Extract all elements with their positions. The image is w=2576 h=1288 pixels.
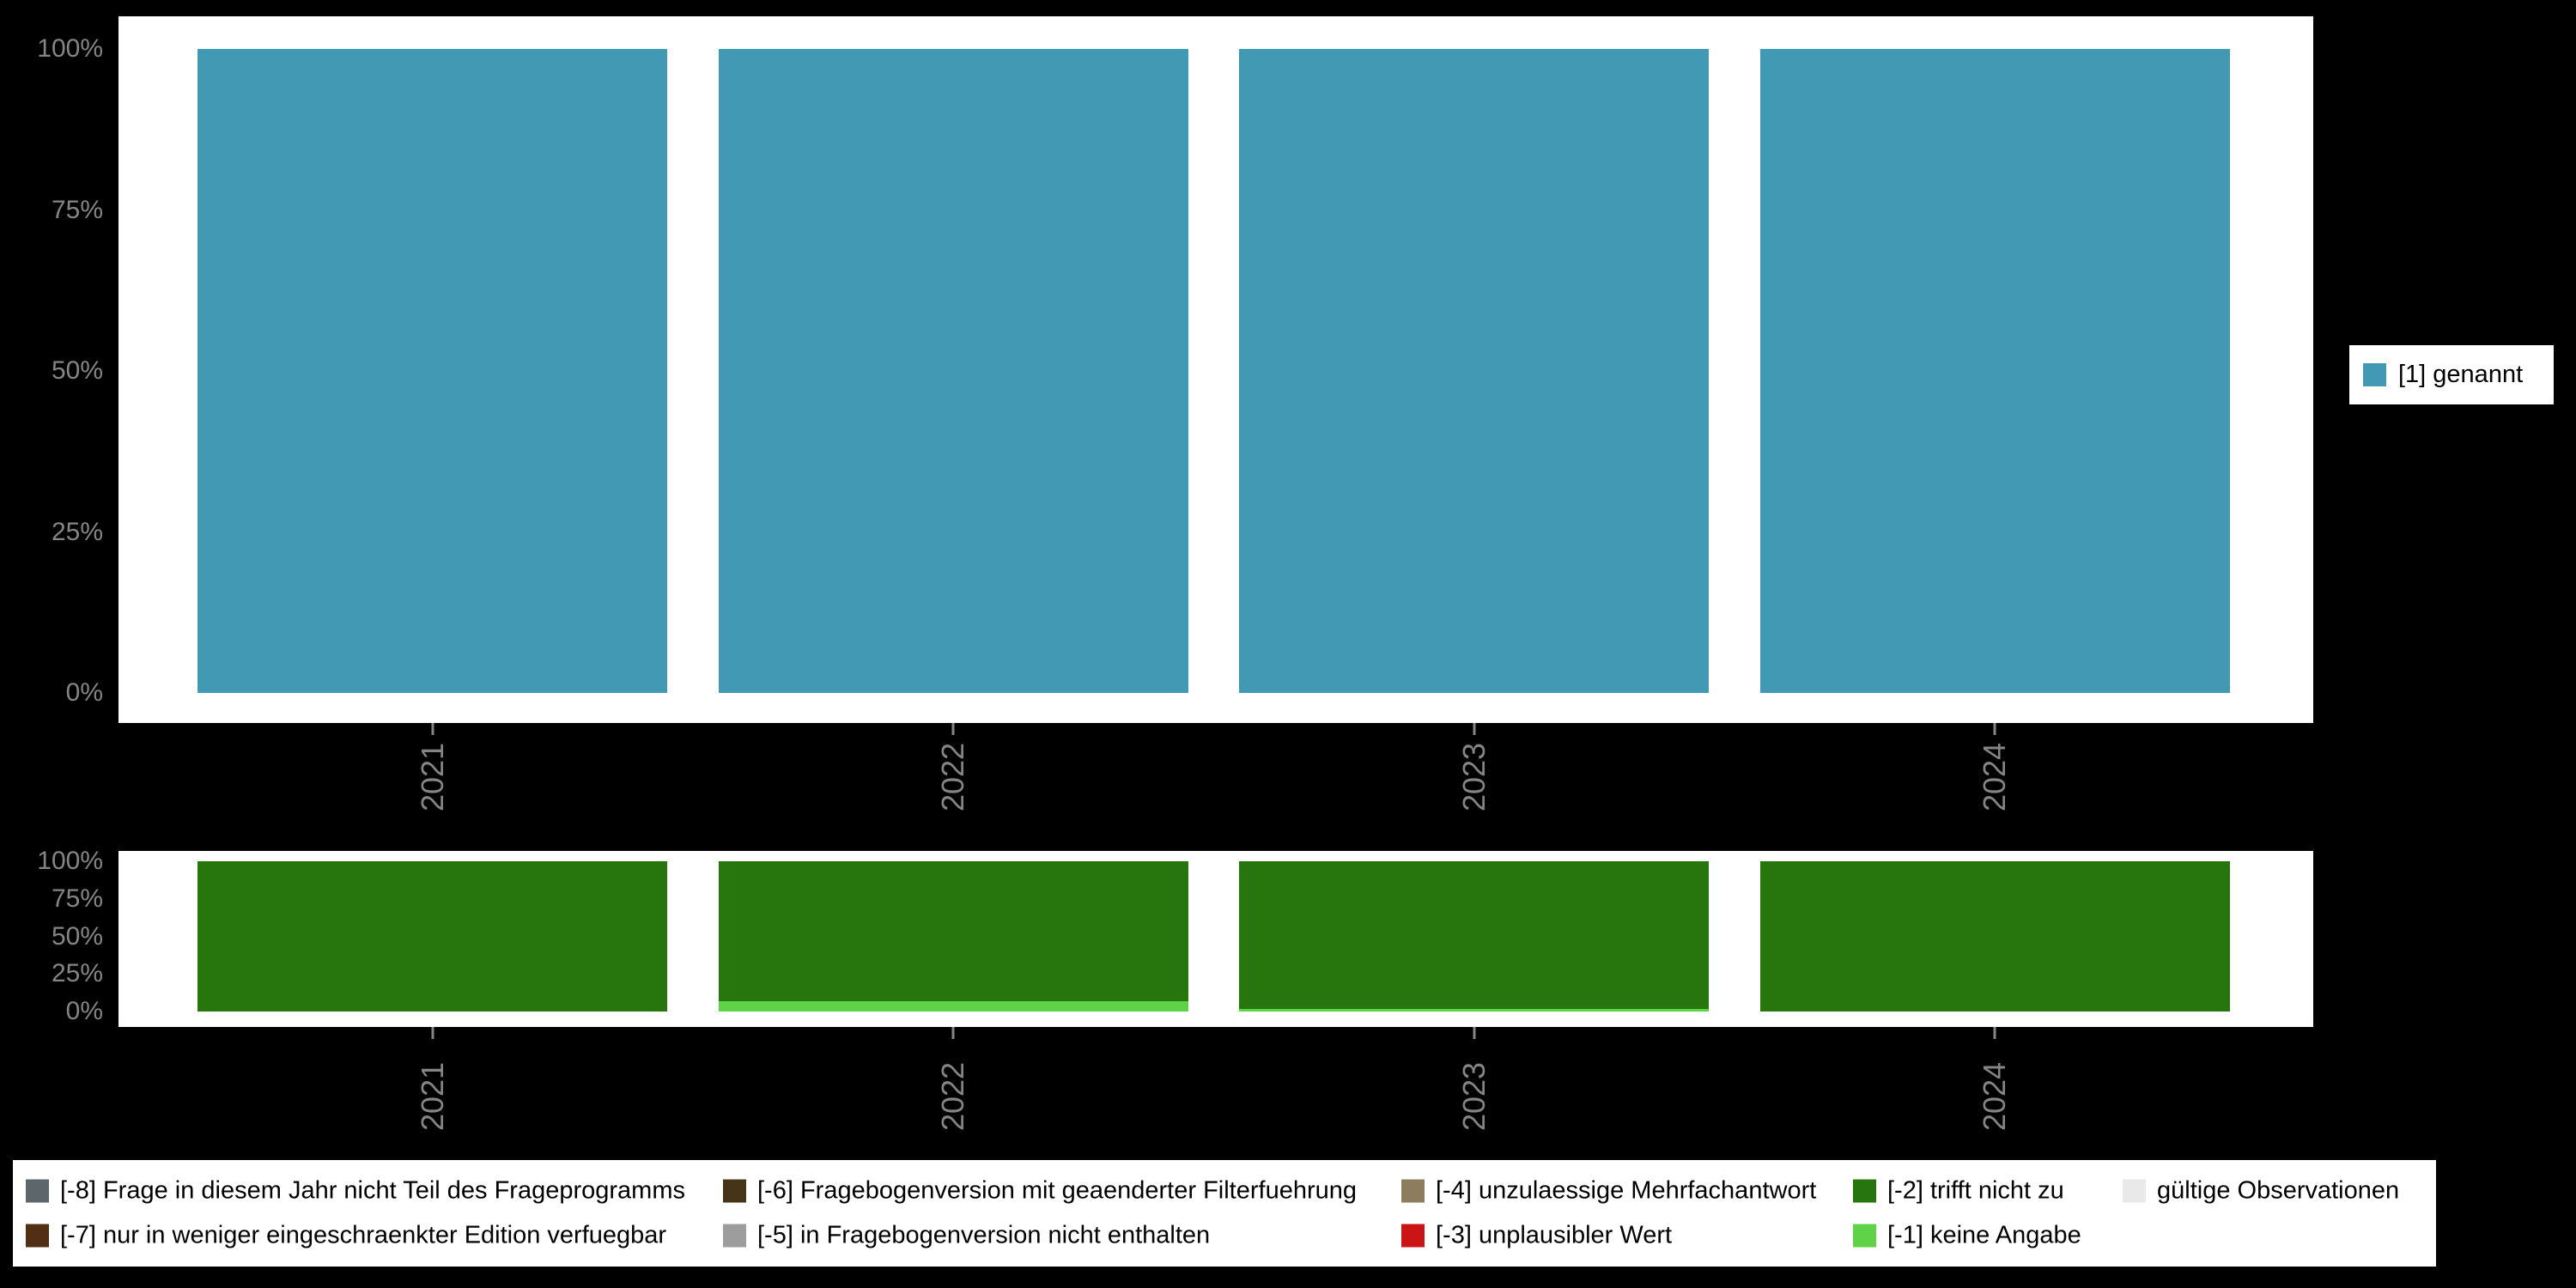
legend-label--1: [-1] keine Angabe: [1887, 1221, 2081, 1249]
bar-2023-[-2] trifft nicht zu: [1239, 861, 1709, 1009]
top-x-tick-2021: [431, 723, 434, 735]
top-chart-legend: [1] genannt: [2349, 345, 2554, 404]
legend-label-valid: gültige Observationen: [2157, 1176, 2400, 1205]
legend-label--6: [-6] Fragebogenversion mit geaenderter F…: [757, 1176, 1357, 1205]
legend-swatch--6: [723, 1179, 746, 1203]
top-y-tick-0%: 0%: [65, 678, 103, 707]
legend-item-valid: gültige Observationen: [2123, 1177, 2399, 1206]
top-chart-panel: [118, 16, 2313, 723]
legend-item--3: [-3] unplausibler Wert: [1401, 1222, 1672, 1250]
legend-item--8: [-8] Frage in diesem Jahr nicht Teil des…: [26, 1177, 685, 1206]
legend-label--2: [-2] trifft nicht zu: [1887, 1176, 2064, 1205]
legend-item--6: [-6] Fragebogenversion mit geaenderter F…: [723, 1177, 1357, 1206]
legend-swatch--7: [26, 1224, 49, 1248]
bottom-x-axis-label-2024: 2024: [1977, 1061, 2012, 1132]
top-x-tick-2024: [1993, 723, 1996, 735]
legend-label--8: [-8] Frage in diesem Jahr nicht Teil des…: [60, 1176, 685, 1205]
top-x-axis-label-2024: 2024: [1977, 742, 2012, 812]
bar-2023-[-1] keine Angabe: [1239, 1008, 1709, 1012]
top-x-axis-label-2022: 2022: [935, 742, 970, 812]
bottom-y-tick-50%: 50%: [51, 921, 103, 951]
legend-swatch-genannt: [2363, 363, 2386, 386]
legend-item--2: [-2] trifft nicht zu: [1853, 1177, 2064, 1206]
top-x-tick-2023: [1473, 723, 1475, 735]
legend-label--4: [-4] unzulaessige Mehrfachantwort: [1436, 1176, 1817, 1205]
bottom-x-axis-label-2022: 2022: [935, 1061, 970, 1132]
top-x-axis-label-2021: 2021: [414, 742, 450, 812]
bar-2024-[1] genannt: [1759, 49, 2230, 693]
legend-swatch--8: [26, 1179, 49, 1203]
top-y-tick-75%: 75%: [51, 195, 103, 224]
bottom-x-axis-label-2023: 2023: [1455, 1061, 1492, 1132]
legend-swatch--3: [1401, 1224, 1425, 1248]
legend-swatch--5: [723, 1224, 746, 1248]
bottom-x-tick-2024: [1993, 1027, 1996, 1039]
bar-2021-[1] genannt: [197, 49, 667, 693]
bottom-y-tick-25%: 25%: [51, 959, 103, 988]
legend-item--4: [-4] unzulaessige Mehrfachantwort: [1401, 1177, 1816, 1206]
bottom-y-tick-100%: 100%: [37, 847, 103, 875]
bar-2022-[1] genannt: [718, 49, 1188, 693]
top-x-tick-2022: [951, 723, 955, 735]
bottom-x-tick-2022: [951, 1027, 955, 1039]
bottom-x-axis-label-2021: 2021: [414, 1061, 450, 1132]
top-y-tick-25%: 25%: [51, 517, 103, 546]
bar-2022-[-2] trifft nicht zu: [718, 861, 1188, 1001]
bar-2021-[-2] trifft nicht zu: [197, 861, 667, 1012]
top-x-axis-label-2023: 2023: [1455, 742, 1492, 812]
legend-swatch--2: [1853, 1179, 1876, 1203]
bottom-x-tick-2023: [1473, 1027, 1475, 1039]
bar-2022-[-1] keine Angabe: [718, 1000, 1188, 1012]
legend-swatch--4: [1401, 1179, 1425, 1203]
legend-label-genannt: [1] genannt: [2398, 361, 2524, 388]
legend-label--3: [-3] unplausibler Wert: [1436, 1221, 1673, 1249]
legend-label--7: [-7] nur in weniger eingeschraenkter Edi…: [60, 1221, 667, 1249]
bottom-y-tick-75%: 75%: [51, 884, 103, 913]
bar-2023-[1] genannt: [1239, 49, 1709, 693]
legend-swatch--1: [1853, 1224, 1876, 1248]
bottom-chart-panel: [118, 851, 2313, 1027]
bottom-x-tick-2021: [431, 1027, 434, 1039]
bottom-y-tick-0%: 0%: [65, 997, 103, 1025]
top-y-tick-50%: 50%: [51, 356, 103, 385]
legend-item--1: [-1] keine Angabe: [1853, 1222, 2081, 1250]
legend-label--5: [-5] in Fragebogenversion nicht enthalte…: [757, 1221, 1211, 1249]
bar-2024-[-2] trifft nicht zu: [1759, 861, 2230, 1012]
legend-item--7: [-7] nur in weniger eingeschraenkter Edi…: [26, 1222, 666, 1250]
missing-codes-legend: [-8] Frage in diesem Jahr nicht Teil des…: [13, 1160, 2436, 1267]
legend-item--5: [-5] in Fragebogenversion nicht enthalte…: [723, 1222, 1210, 1250]
top-y-tick-100%: 100%: [37, 34, 103, 63]
legend-swatch-valid: [2123, 1179, 2146, 1203]
